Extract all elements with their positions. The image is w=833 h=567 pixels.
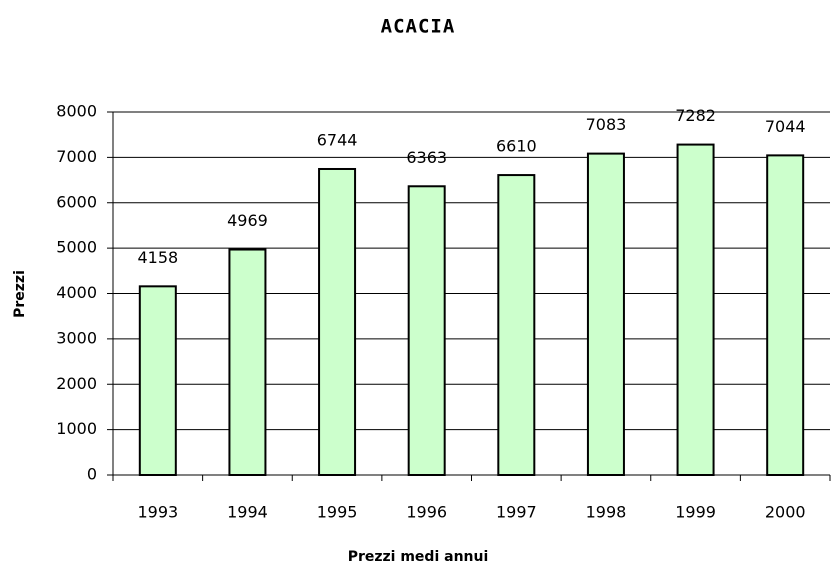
data-label: 4158 — [137, 248, 178, 267]
x-tick-label: 1997 — [496, 503, 537, 522]
y-tick-label: 0 — [87, 465, 97, 484]
chart-title: ACACIA — [381, 16, 456, 38]
bar — [228, 248, 267, 476]
y-tick-label: 7000 — [56, 147, 97, 166]
data-label: 6363 — [406, 148, 447, 167]
data-label: 7083 — [586, 115, 627, 134]
y-tick-label: 4000 — [56, 283, 97, 302]
data-label: 6610 — [496, 137, 537, 156]
y-tick-label: 3000 — [56, 328, 97, 347]
y-tick-label: 6000 — [56, 192, 97, 211]
bar — [138, 285, 177, 476]
bar — [318, 167, 357, 476]
data-label: 7044 — [765, 117, 806, 136]
y-tick-label: 2000 — [56, 374, 97, 393]
x-tick-label: 1993 — [137, 503, 178, 522]
bar — [676, 143, 715, 476]
x-tick-label: 1998 — [586, 503, 627, 522]
x-tick-label: 1994 — [227, 503, 268, 522]
data-label: 6744 — [317, 130, 358, 149]
bar — [586, 152, 625, 476]
x-tick-label: 1999 — [675, 503, 716, 522]
y-axis-title: Prezzi — [12, 270, 28, 318]
data-label: 4969 — [227, 211, 268, 230]
x-tick-label: 1996 — [406, 503, 447, 522]
x-axis-title: Prezzi medi annui — [348, 549, 489, 565]
bar — [497, 174, 536, 476]
y-tick-label: 1000 — [56, 419, 97, 438]
data-label: 7282 — [675, 106, 716, 125]
bar — [766, 154, 805, 476]
bar — [407, 185, 446, 476]
x-tick-label: 2000 — [765, 503, 806, 522]
x-tick-label: 1995 — [317, 503, 358, 522]
y-tick-label: 8000 — [56, 102, 97, 121]
y-tick-label: 5000 — [56, 238, 97, 257]
